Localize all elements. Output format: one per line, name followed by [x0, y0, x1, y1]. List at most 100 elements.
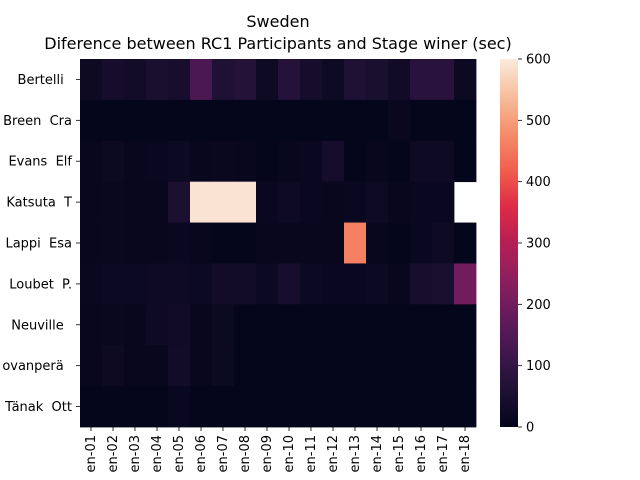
heatmap-cell [278, 263, 301, 305]
heatmap-cell [322, 181, 345, 223]
y-axis: Bertelli Breen Cra Evans Elf Katsuta T Lapp… [2, 73, 80, 415]
heatmap-cell [366, 304, 389, 346]
heatmap-cell [366, 263, 389, 305]
heatmap-cell [234, 304, 257, 346]
heatmap-cell [124, 140, 147, 183]
heatmap-cell [190, 181, 213, 223]
colorbar-tick-label: 600 [526, 53, 551, 68]
heatmap-cell [278, 181, 301, 223]
heatmap-cell [344, 386, 367, 428]
x-tick-label: en-15 [392, 435, 407, 472]
heatmap-cell [190, 140, 213, 183]
heatmap-cell [146, 304, 169, 346]
heatmap-cell [344, 222, 367, 264]
heatmap-cell [80, 59, 103, 101]
heatmap-cell [256, 304, 279, 346]
heatmap-cell [168, 304, 191, 346]
heatmap-cell [300, 181, 323, 223]
y-tick-label: Loubet P. [9, 277, 72, 292]
y-tick-label: ovanperä [2, 359, 72, 374]
y-tick-label: Bertelli [18, 73, 72, 88]
heatmap-cell [146, 386, 169, 428]
colorbar-tick-label: 300 [526, 237, 551, 252]
heatmap-cell [146, 99, 169, 142]
heatmap-cell [256, 181, 279, 223]
heatmap-cell [454, 140, 477, 183]
heatmap-cell [454, 99, 477, 142]
heatmap-cell [300, 386, 323, 428]
heatmap-cell [278, 140, 301, 183]
heatmap-cell [322, 140, 345, 183]
heatmap-cell [212, 263, 235, 305]
heatmap-cell [124, 345, 147, 387]
heatmap-cell [190, 59, 213, 101]
x-tick-label: en-02 [106, 435, 121, 472]
colorbar-tick-label: 400 [526, 175, 551, 190]
heatmap-cell [410, 99, 433, 142]
heatmap-cell [322, 59, 345, 101]
heatmap-cell [256, 222, 279, 264]
heatmap-cell [432, 222, 455, 264]
heatmap-cell [322, 386, 345, 428]
heatmap-cell [432, 386, 455, 428]
heatmap-cell [388, 386, 411, 428]
heatmap-cell [80, 181, 103, 223]
heatmap-cell [322, 263, 345, 305]
heatmap-cell [102, 263, 125, 305]
heatmap-cell [124, 59, 147, 101]
heatmap-cell [168, 345, 191, 387]
heatmap-cell [322, 99, 345, 142]
heatmap-cell [234, 140, 257, 183]
heatmap-cell [80, 304, 103, 346]
heatmap-cell [410, 140, 433, 183]
heatmap-cell [234, 181, 257, 223]
heatmap-cell [366, 59, 389, 101]
heatmap-cell [168, 386, 191, 428]
heatmap-cell [212, 345, 235, 387]
colorbar-tick-label: 500 [526, 114, 551, 129]
heatmap-cell [344, 345, 367, 387]
heatmap-cell [102, 59, 125, 101]
heatmap-cell [212, 99, 235, 142]
heatmap-cell [410, 386, 433, 428]
heatmap-cell [278, 345, 301, 387]
heatmap-cell [256, 263, 279, 305]
heatmap-cell [432, 345, 455, 387]
heatmap-cell [410, 304, 433, 346]
heatmap-cell [80, 99, 103, 142]
heatmap-cell [300, 99, 323, 142]
heatmap-cell [300, 304, 323, 346]
heatmap-cell [344, 304, 367, 346]
heatmap-cell [322, 304, 345, 346]
heatmap-cell [190, 304, 213, 346]
x-tick-label: en-10 [282, 435, 297, 472]
heatmap-cell [168, 140, 191, 183]
heatmap-cell [212, 140, 235, 183]
heatmap-cell [212, 386, 235, 428]
heatmap-cell [212, 59, 235, 101]
heatmap-cell [102, 386, 125, 428]
heatmap-cell [454, 345, 477, 387]
heatmap-cell [80, 263, 103, 305]
heatmap-cell [190, 222, 213, 264]
heatmap-cell [432, 140, 455, 183]
heatmap-cell [190, 345, 213, 387]
heatmap-cell [80, 345, 103, 387]
x-tick-label: en-04 [150, 435, 165, 472]
heatmap-cell [234, 263, 257, 305]
heatmap-cell [190, 386, 213, 428]
heatmap-cell [256, 345, 279, 387]
heatmap-cell [146, 222, 169, 264]
heatmap-cell [410, 263, 433, 305]
heatmap-cell [388, 345, 411, 387]
heatmap-cell [388, 181, 411, 223]
y-tick-label: Breen Cra [3, 114, 72, 129]
heatmap-cell [80, 222, 103, 264]
heatmap-cell [80, 386, 103, 428]
x-tick-label: en-06 [194, 435, 209, 472]
heatmap-cell [234, 99, 257, 142]
heatmap-cell [388, 99, 411, 142]
heatmap-cell [432, 59, 455, 101]
heatmap-cell [256, 59, 279, 101]
